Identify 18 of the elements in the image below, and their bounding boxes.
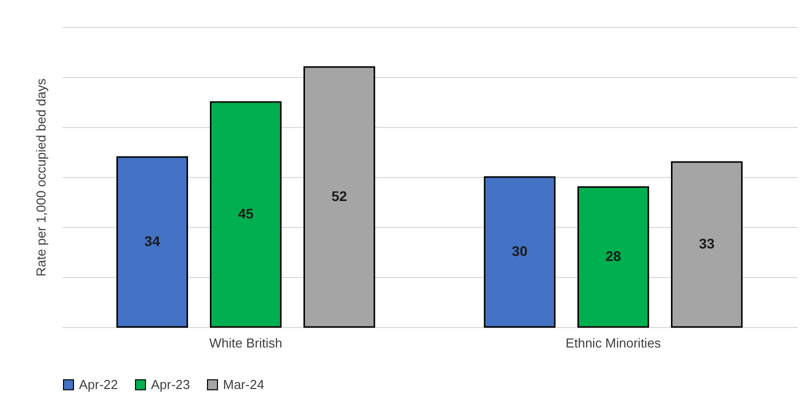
bar: [210, 101, 282, 328]
data-label: 30: [512, 243, 528, 259]
bar: [577, 186, 650, 328]
bar: [484, 176, 556, 328]
legend-label: Apr-22: [79, 376, 118, 392]
data-label: 34: [144, 233, 160, 249]
legend-label: Mar-24: [223, 376, 264, 392]
bar: [670, 161, 743, 328]
data-label: 52: [332, 188, 348, 204]
x-tick-label: White British: [209, 336, 282, 350]
data-label: 45: [238, 206, 254, 222]
x-tick-label: Ethnic Minorities: [566, 336, 662, 350]
bar: [116, 156, 188, 328]
legend-label: Apr-23: [151, 376, 190, 392]
bar: [303, 66, 376, 328]
y-axis-title: Rate per 1,000 occupied bed days: [34, 78, 48, 277]
data-label: 33: [699, 236, 715, 252]
data-label: 28: [605, 248, 622, 264]
